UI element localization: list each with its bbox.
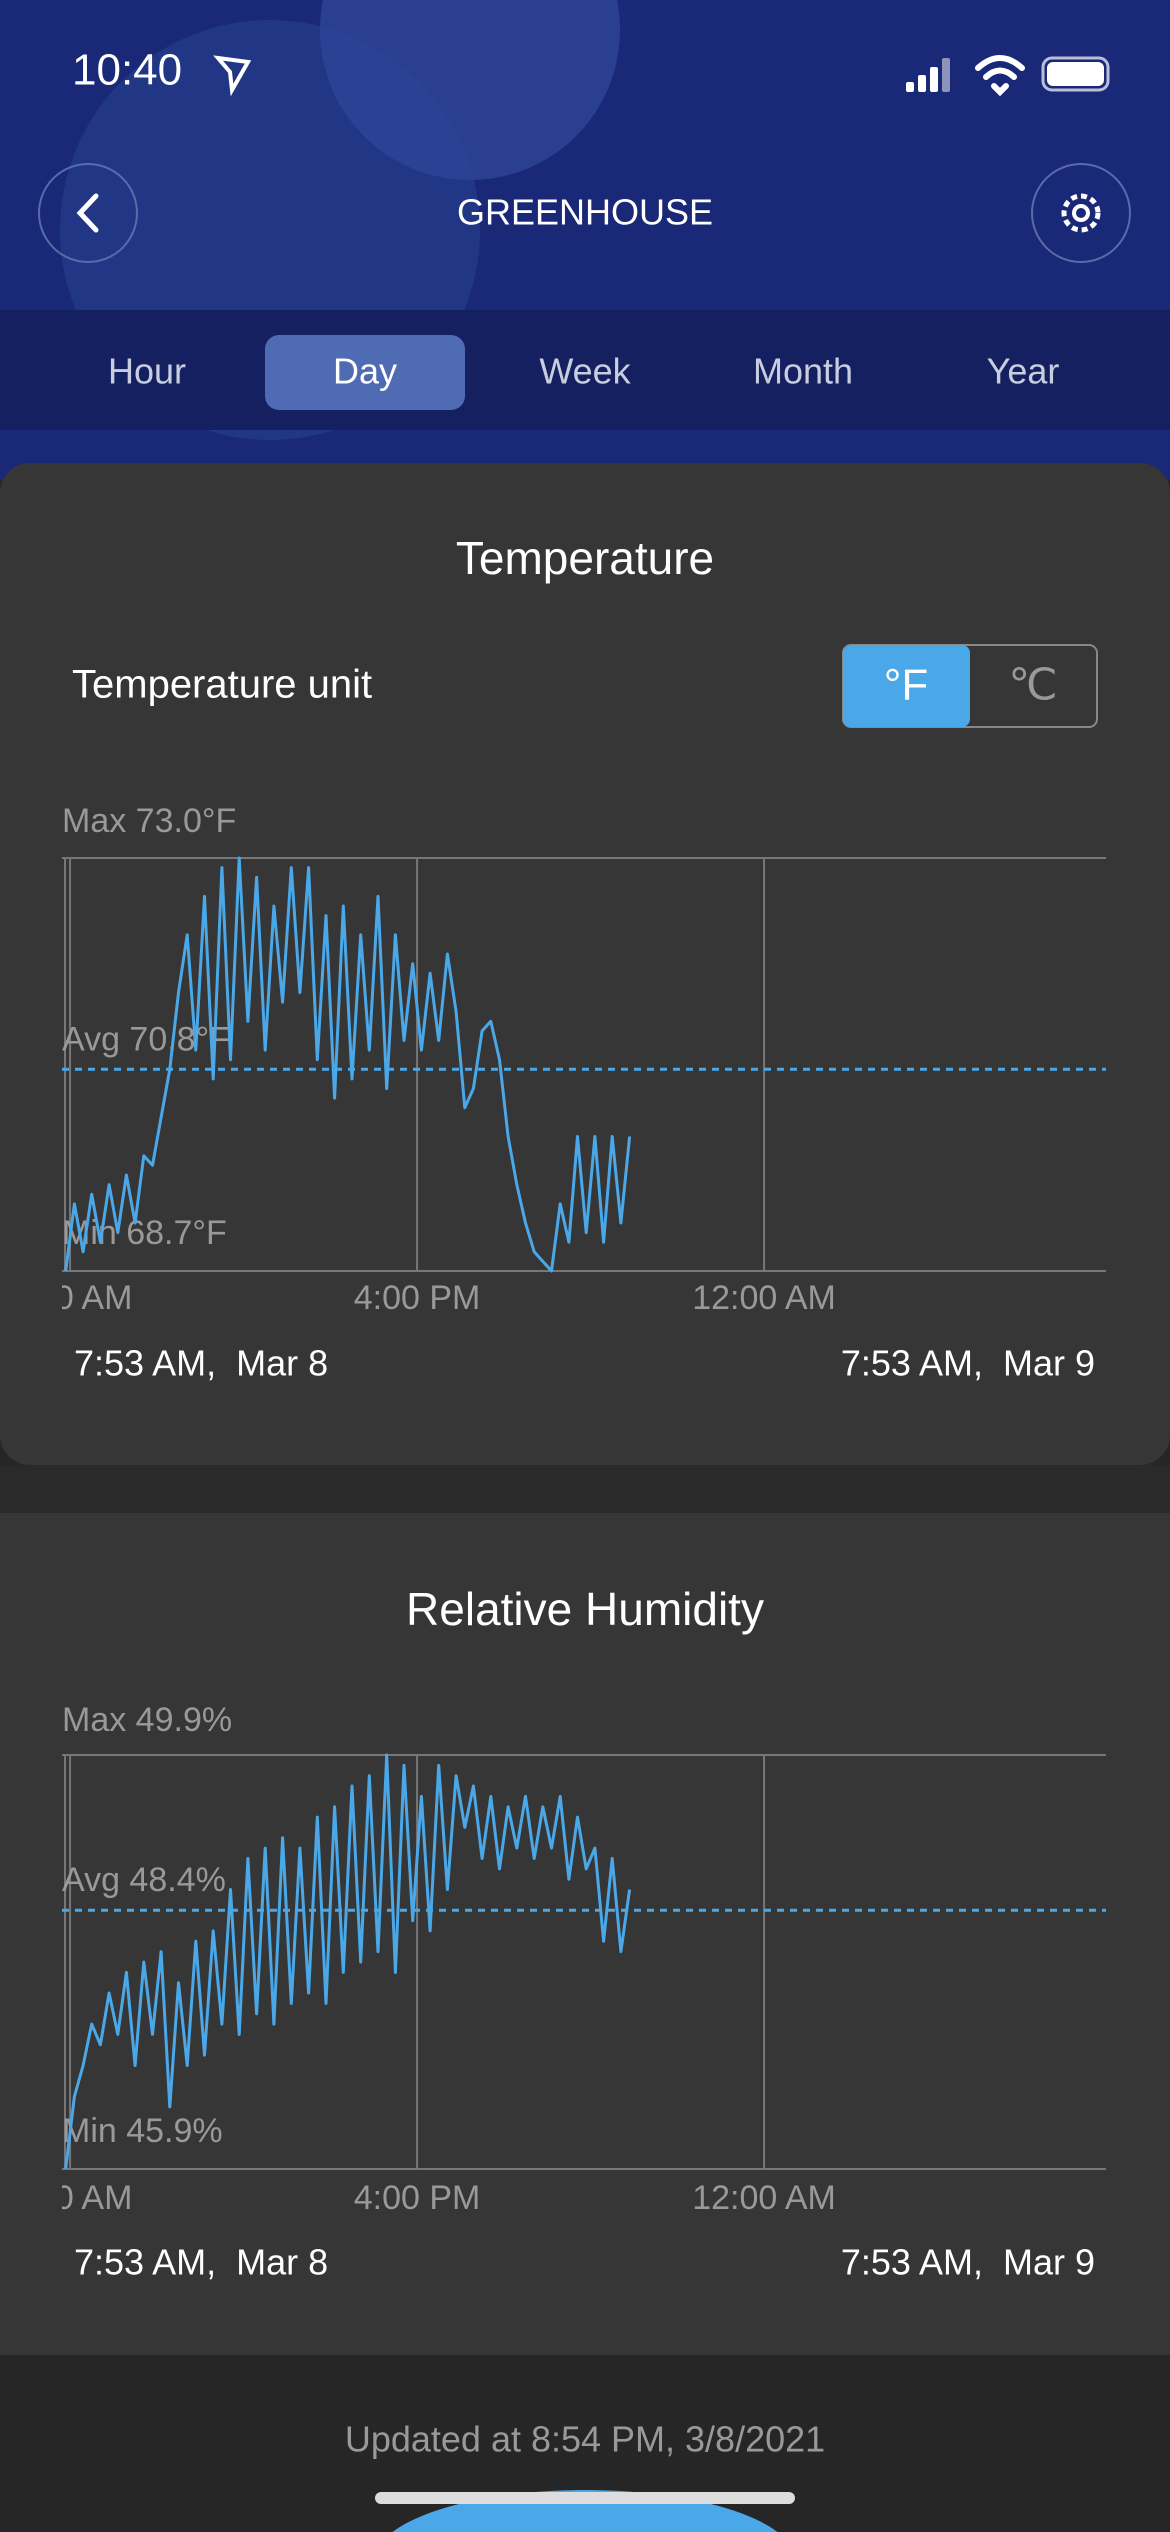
home-indicator [375, 2492, 795, 2504]
x-tick-label: 8:00 AM [8, 1279, 133, 1317]
tab[interactable]: Week [539, 351, 631, 392]
x-tick-label: 8:00 AM [8, 2179, 133, 2217]
tab-bar [0, 310, 1170, 430]
data-line [64, 1753, 632, 2170]
max-label: Max 49.9% [62, 1701, 232, 1739]
unit-option[interactable]: ℃ [1008, 661, 1057, 710]
updated-text: Updated at 8:54 PM, 3/8/2021 [345, 2419, 825, 2460]
x-tick-label: 12:00 AM [692, 1279, 836, 1317]
humidity-card [0, 1513, 1170, 2355]
card-gap [0, 1465, 1170, 1513]
back-icon [76, 193, 99, 233]
tab[interactable]: Day [333, 351, 397, 392]
settings-icon [1061, 193, 1101, 233]
wifi-icon [975, 55, 1025, 97]
card-title: Temperature [456, 532, 714, 584]
decor [320, 0, 620, 180]
max-label: Max 73.0°F [62, 802, 236, 840]
min-label: Min 68.7°F [62, 1214, 227, 1252]
range-end: 7:53 AM, Mar 9 [841, 1343, 1095, 1384]
battery-level [1047, 62, 1104, 86]
signal-icon [906, 58, 950, 92]
tab[interactable]: Year [987, 351, 1060, 392]
back-button[interactable] [38, 163, 138, 263]
tab-active-bg [265, 335, 465, 410]
location-icon [213, 55, 252, 97]
settings-button[interactable] [1031, 163, 1131, 263]
x-tick-label: 4:00 PM [354, 1279, 481, 1317]
status-time: 10:40 [72, 46, 182, 95]
range-start: 7:53 AM, Mar 8 [74, 2242, 328, 2283]
data-line [64, 856, 632, 1273]
min-label: Min 45.9% [62, 2112, 223, 2150]
battery-icon [1041, 56, 1110, 92]
tab[interactable]: Hour [108, 351, 186, 392]
range-end: 7:53 AM, Mar 9 [841, 2242, 1095, 2283]
range-start: 7:53 AM, Mar 8 [74, 1343, 328, 1384]
unit-active-bg [843, 645, 970, 727]
settings-icon-center [1072, 204, 1090, 222]
card-title: Relative Humidity [406, 1583, 764, 1635]
tab[interactable]: Month [753, 351, 853, 392]
header-title: GREENHOUSE [457, 192, 713, 233]
x-tick-label: 12:00 AM [692, 2179, 836, 2217]
unit-label: Temperature unit [72, 663, 372, 707]
avg-label: Avg 70.8°F [62, 1020, 230, 1058]
avg-label: Avg 48.4% [62, 1861, 226, 1899]
x-tick-label: 4:00 PM [354, 2179, 481, 2217]
unit-option[interactable]: °F [884, 661, 928, 710]
temperature-card [0, 463, 1170, 1465]
